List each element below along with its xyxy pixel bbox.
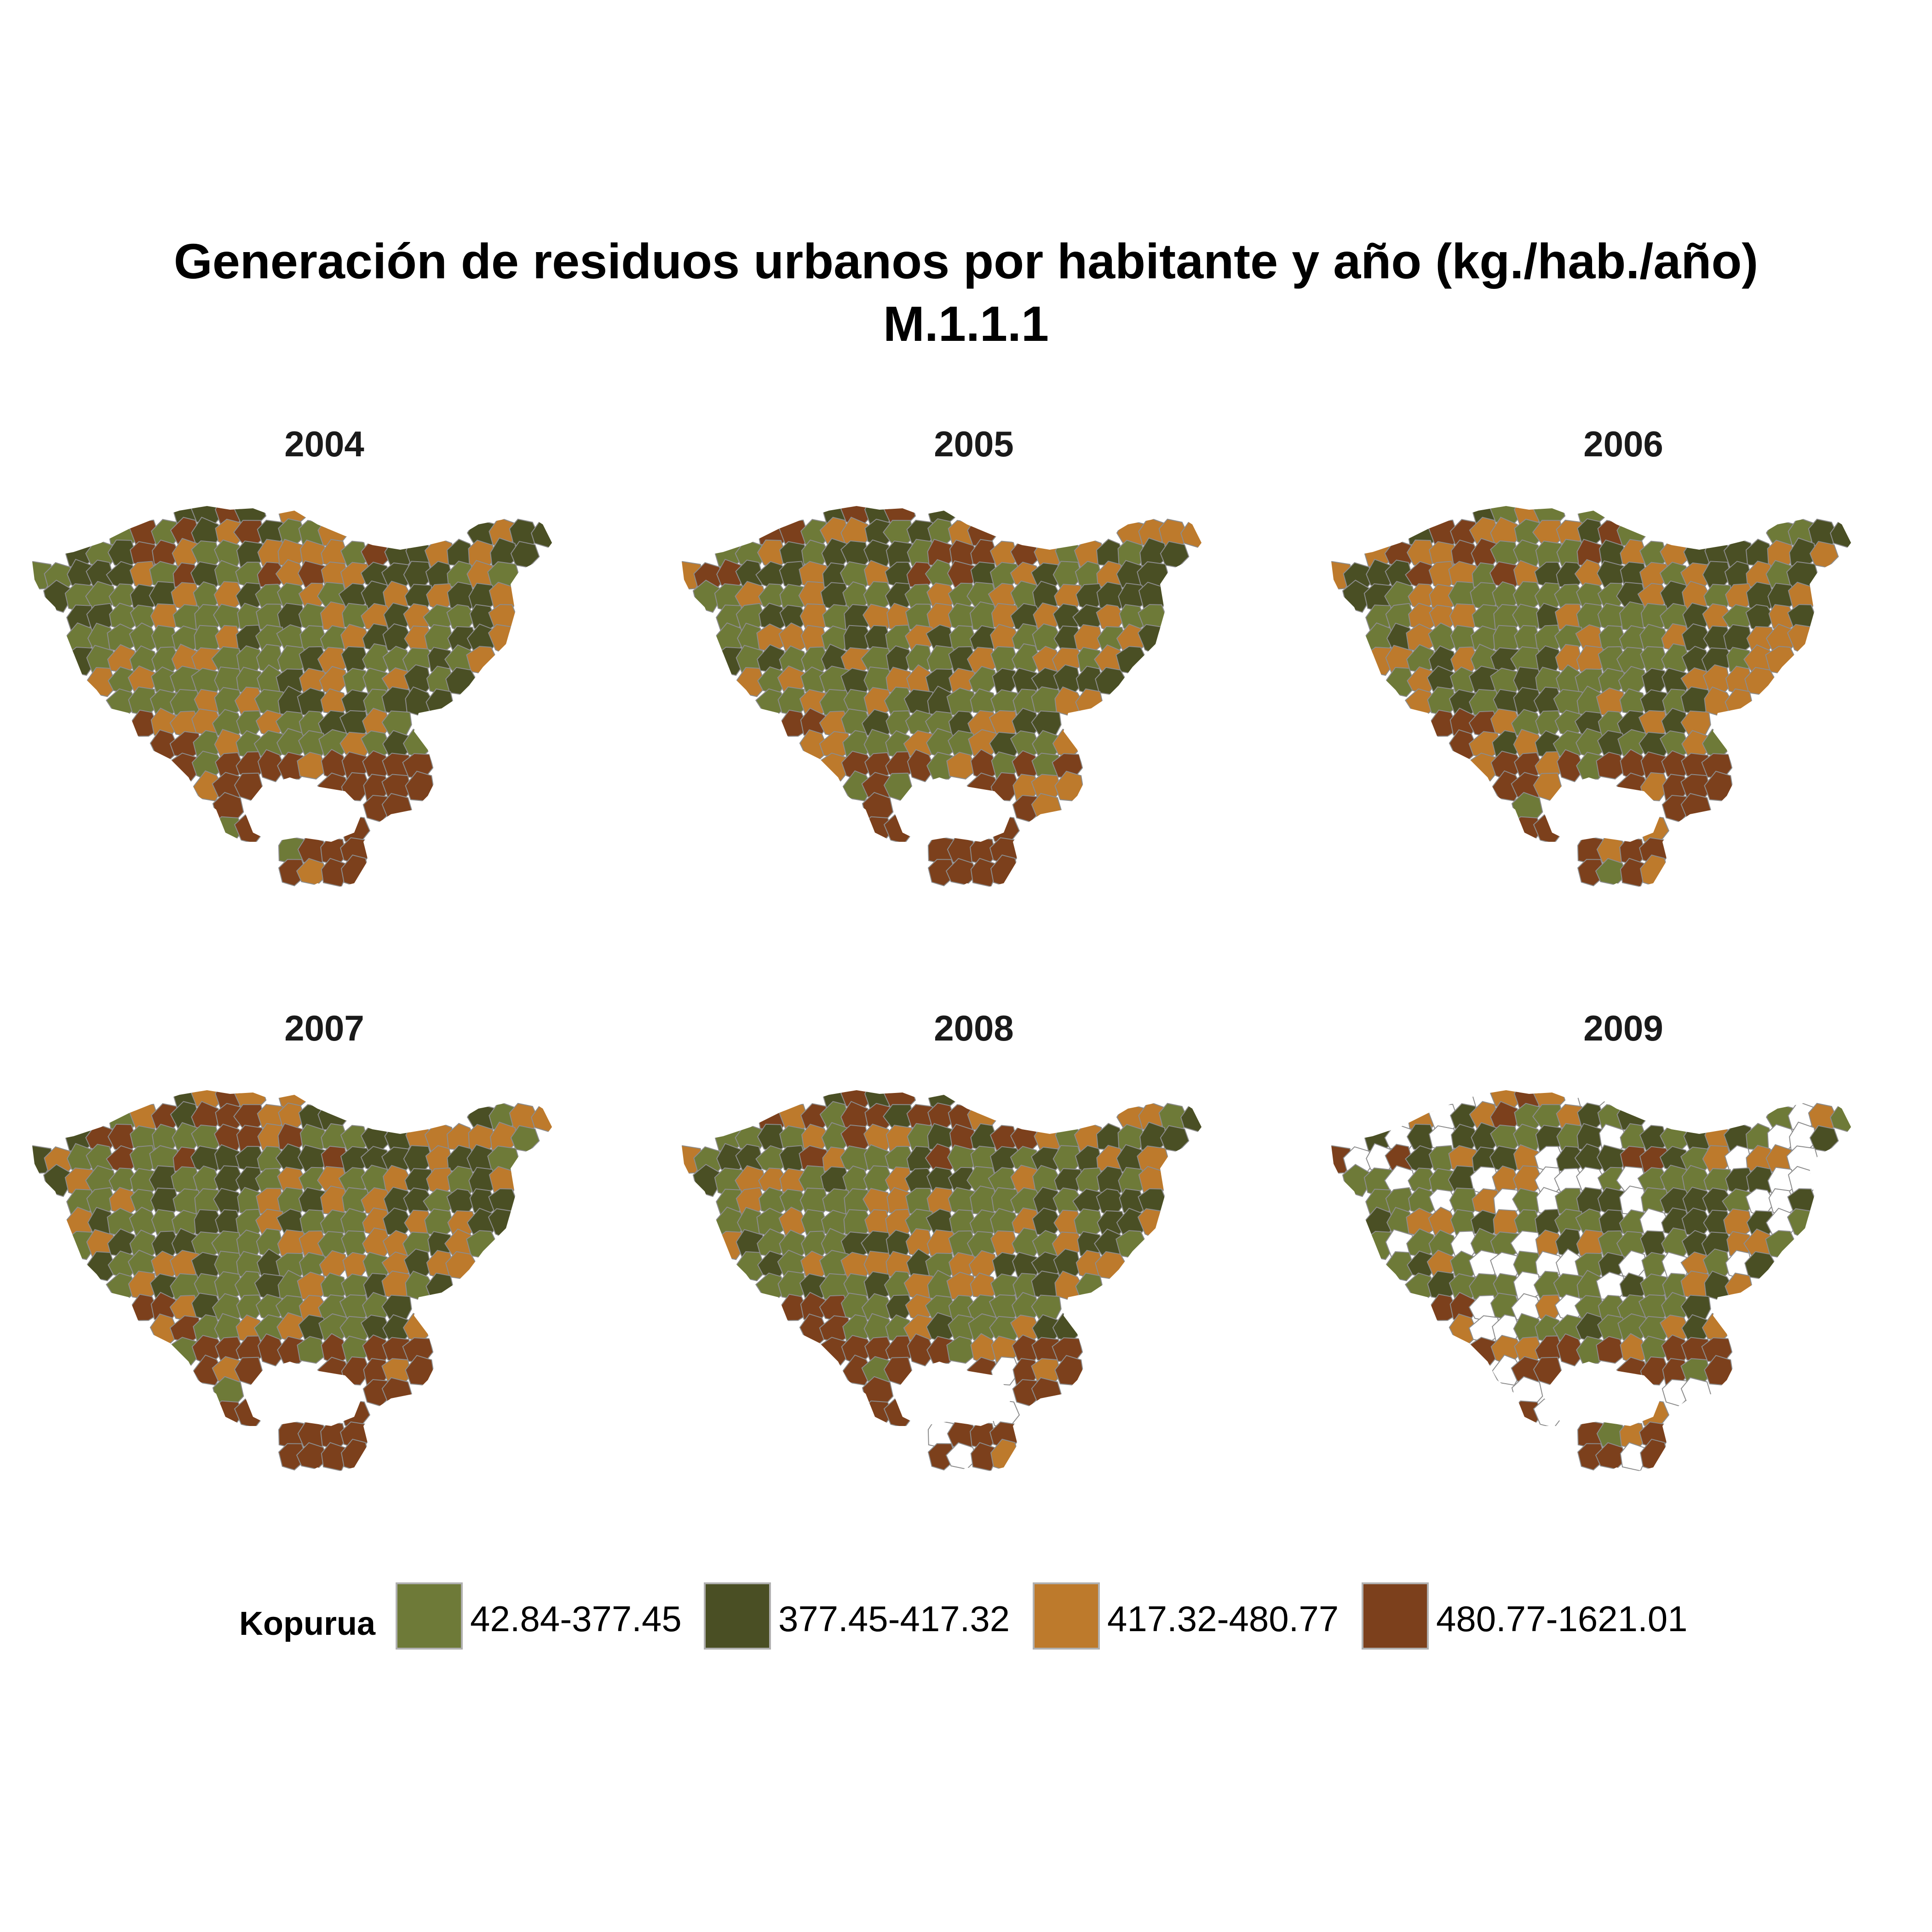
municipality-area: [278, 1443, 308, 1471]
enclave-area: [893, 1362, 1013, 1426]
enclave-area: [893, 777, 1013, 842]
municipality-area: [1577, 1443, 1607, 1471]
municipalities-layer: [1331, 506, 1851, 888]
municipalities-layer: [682, 506, 1202, 888]
municipality-area: [257, 1333, 286, 1367]
panel-2004: 2004: [14, 423, 635, 902]
municipality-area: [1596, 752, 1627, 780]
legend-label: 42.84-377.45: [470, 1598, 682, 1639]
choropleth-map: [1331, 506, 1851, 888]
panel-2009: 2009: [1313, 1007, 1932, 1486]
municipality-area: [946, 1336, 978, 1364]
municipality-area: [1725, 1272, 1754, 1302]
municipality-area: [946, 752, 978, 780]
panel-2007: 2007: [14, 1007, 635, 1486]
choropleth-map: [682, 506, 1202, 888]
title-line-2: M.1.1.1: [883, 296, 1049, 351]
municipalities-layer: [32, 1090, 552, 1472]
municipality-area: [990, 1356, 1020, 1386]
municipality-area: [1556, 749, 1585, 782]
choropleth-map: [32, 506, 552, 888]
panel-year-label: 2006: [1583, 424, 1663, 464]
municipality-area: [1556, 1333, 1585, 1367]
municipality-area: [907, 749, 936, 782]
legend-swatch: [1033, 1582, 1100, 1650]
panel-year-label: 2007: [284, 1008, 364, 1048]
municipality-area: [1829, 1100, 1851, 1133]
municipality-area: [426, 688, 454, 718]
enclave-area: [244, 777, 363, 842]
municipality-area: [1640, 772, 1670, 801]
choropleth-map: [32, 1090, 552, 1472]
legend-label: 480.77-1621.01: [1436, 1598, 1688, 1639]
municipality-area: [1829, 516, 1851, 549]
panel-year-label: 2004: [284, 424, 364, 464]
choropleth-map: [1331, 1090, 1851, 1472]
panel-2006: 2006: [1313, 423, 1932, 902]
legend-swatch: [704, 1582, 771, 1650]
municipality-area: [990, 772, 1020, 801]
enclave-area: [244, 1362, 363, 1426]
municipality-area: [297, 752, 328, 780]
choropleth-map: [682, 1090, 1202, 1472]
legend-label: 417.32-480.77: [1107, 1598, 1339, 1639]
municipality-area: [1180, 1100, 1202, 1133]
panel-year-label: 2008: [934, 1008, 1014, 1048]
municipality-area: [1577, 859, 1607, 886]
municipality-area: [426, 1272, 454, 1302]
municipality-area: [1596, 1336, 1627, 1364]
municipality-area: [1180, 516, 1202, 549]
municipality-area: [1075, 688, 1104, 718]
municipalities-layer: [682, 1090, 1202, 1472]
panel-year-label: 2009: [1583, 1008, 1663, 1048]
municipality-area: [1725, 688, 1754, 718]
panel-2008: 2008: [663, 1007, 1284, 1486]
legend-swatch: [396, 1582, 463, 1650]
municipality-area: [341, 1356, 371, 1386]
municipality-area: [257, 749, 286, 782]
legend-label: 377.45-417.32: [778, 1598, 1010, 1639]
municipality-area: [278, 859, 308, 886]
legend-swatch: [1362, 1582, 1429, 1650]
municipality-area: [297, 1336, 328, 1364]
municipality-area: [1640, 1356, 1670, 1386]
title-line-1: Generación de residuos urbanos por habit…: [173, 233, 1759, 289]
panel-2005: 2005: [663, 423, 1284, 902]
legend: Kopurua 42.84-377.45 377.45-417.32 417.3…: [0, 1582, 1932, 1656]
enclave-area: [1543, 1362, 1662, 1426]
municipality-area: [530, 516, 552, 549]
municipality-area: [907, 1333, 936, 1367]
municipality-area: [927, 1443, 957, 1471]
municipality-area: [341, 772, 371, 801]
map-title: Generación de residuos urbanos por habit…: [0, 230, 1932, 355]
municipality-area: [1075, 1272, 1104, 1302]
enclave-area: [1543, 777, 1662, 842]
municipality-area: [927, 859, 957, 886]
panel-year-label: 2005: [934, 424, 1014, 464]
municipality-area: [530, 1100, 552, 1133]
legend-title: Kopurua: [239, 1605, 375, 1642]
